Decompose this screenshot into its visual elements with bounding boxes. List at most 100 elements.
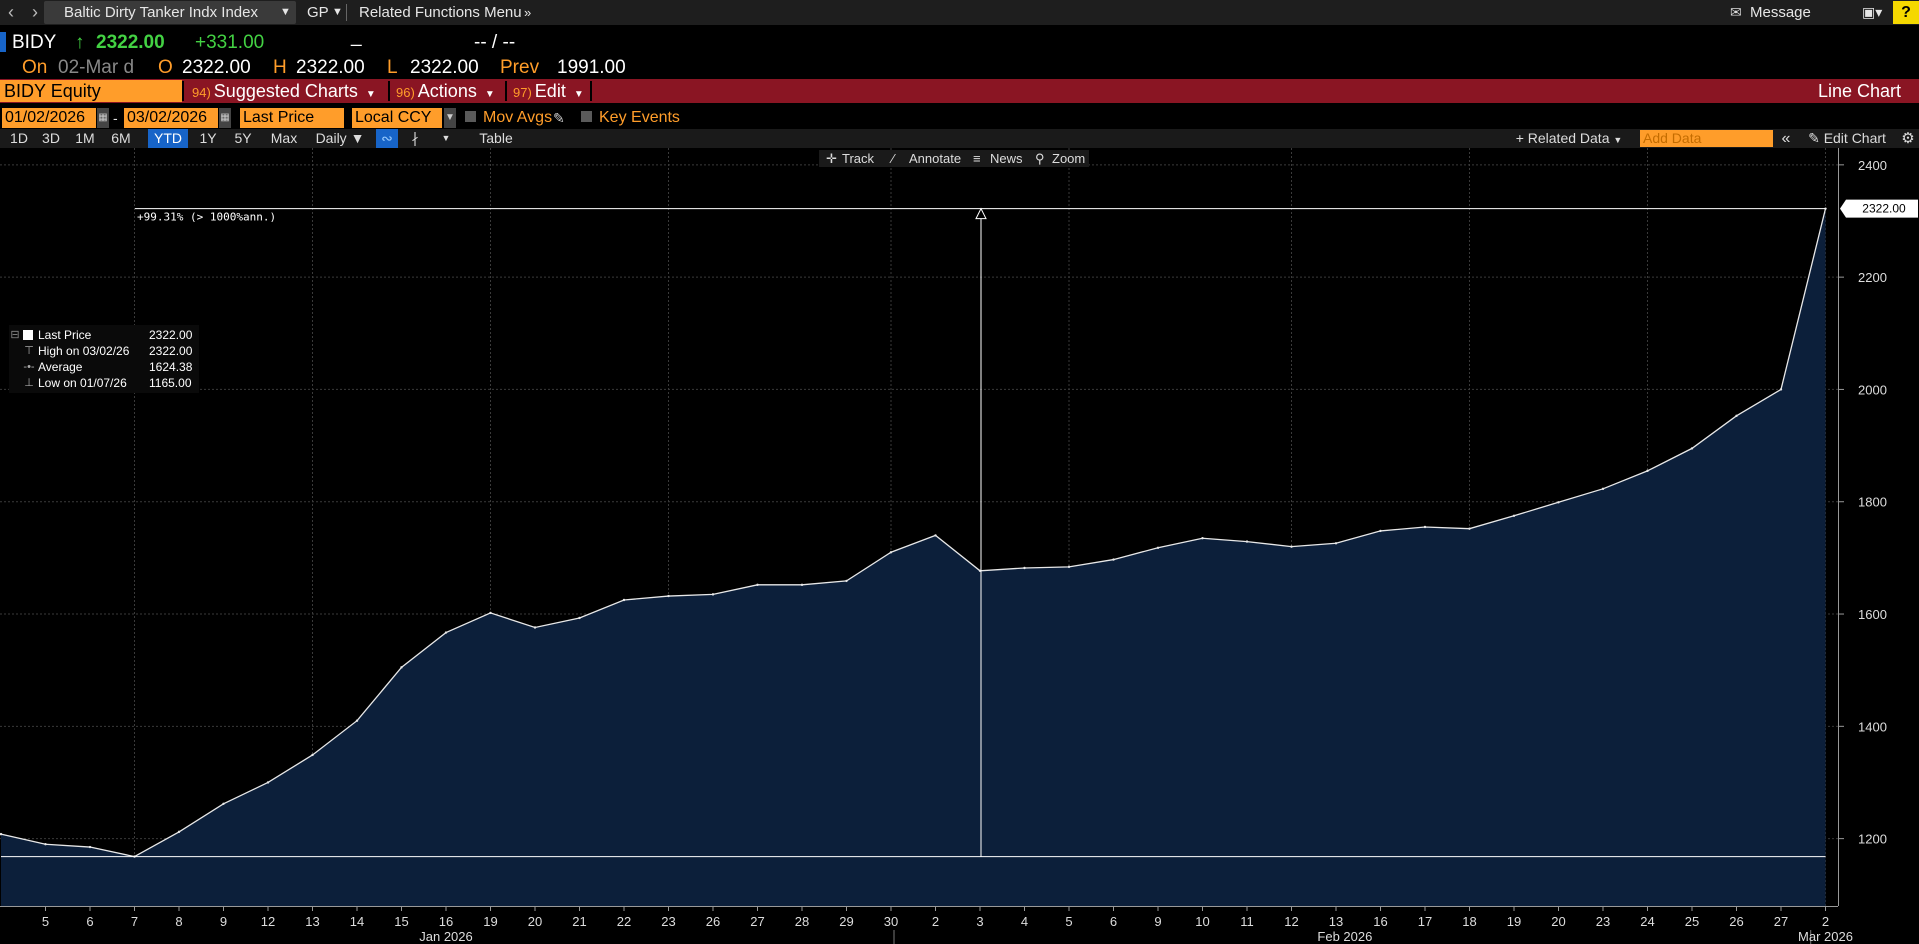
price-point	[1735, 414, 1738, 418]
equity-field[interactable]: BIDY Equity	[0, 80, 182, 102]
low-marker-icon: ⊥	[24, 377, 34, 389]
x-tick-label: 5	[1065, 914, 1072, 929]
double-chevron-down-icon[interactable]: »	[524, 5, 532, 20]
x-tick-label: 3	[976, 914, 983, 929]
x-tick-label: 30	[884, 914, 898, 929]
quote-date: 02-Mar d	[58, 57, 135, 78]
high-label: H	[273, 57, 287, 78]
y-tick-label: 1400	[1858, 719, 1887, 734]
x-tick-label: 12	[261, 914, 275, 929]
security-selector[interactable]: Baltic Dirty Tanker Indx Index ▼	[44, 1, 296, 24]
range-button-max[interactable]: Max	[270, 130, 298, 146]
window-icon[interactable]: ▣▾	[1862, 4, 1883, 20]
price-chart[interactable]: 1200 1400 1600 1800 2000 2200 2400 5 6 7 8 9 12 13 14 1…	[0, 148, 1919, 944]
actions-menu[interactable]: 96) Actions ▼	[396, 79, 495, 103]
price-point	[1601, 487, 1605, 491]
range-button-1y[interactable]: 1Y	[199, 130, 217, 146]
price-point	[667, 594, 670, 598]
range-button-1m[interactable]: 1M	[75, 130, 95, 146]
calendar-icon[interactable]: ▦	[219, 108, 231, 128]
price-point	[222, 802, 225, 806]
x-tick-label: 9	[1154, 914, 1161, 929]
pencil-icon[interactable]: ✎	[553, 110, 565, 126]
legend-value: 1624.38	[149, 360, 193, 374]
mov-avgs-checkbox[interactable]	[465, 111, 476, 122]
price-point	[1690, 447, 1694, 450]
gear-icon[interactable]: ⚙	[1901, 130, 1915, 147]
edit-menu[interactable]: 97) Edit ▼	[513, 79, 584, 103]
legend-row: ⊤ High on 03/02/26 2322.00	[9, 343, 199, 359]
range-button-3d[interactable]: 3D	[42, 130, 60, 146]
chevron-down-icon[interactable]: ▼	[441, 133, 451, 143]
help-button[interactable]: ?	[1893, 1, 1919, 24]
up-arrow-icon: ↑	[75, 32, 85, 53]
end-date-field[interactable]: 03/02/2026	[124, 108, 218, 128]
related-functions-menu[interactable]: Related Functions Menu	[359, 4, 522, 21]
price-point	[1334, 542, 1338, 545]
suggested-charts-number: 94)	[192, 85, 211, 100]
range-button-ytd[interactable]: YTD	[148, 129, 188, 148]
range-button-6m[interactable]: 6M	[111, 130, 131, 146]
price-point	[355, 719, 359, 722]
envelope-icon[interactable]: ✉	[1730, 4, 1742, 20]
price-point	[845, 579, 848, 583]
collapse-icon[interactable]: ⊟	[10, 329, 20, 341]
key-events-label[interactable]: Key Events	[599, 109, 680, 126]
start-date-field[interactable]: 01/02/2026	[2, 108, 96, 128]
table-button[interactable]: Table	[479, 130, 513, 146]
calendar-icon[interactable]: ▦	[97, 108, 109, 128]
price-point	[1290, 545, 1293, 548]
related-data-label: Related Data	[1527, 130, 1610, 146]
chevron-down-icon: ▼	[365, 89, 376, 100]
cursor-mark: _	[351, 26, 362, 47]
x-tick-label: 25	[1685, 914, 1699, 929]
chart-legend: ⊟ Last Price 2322.00 ⊤ High on 03/02/26 …	[9, 325, 199, 393]
mov-avgs-label[interactable]: Mov Avgs	[483, 109, 553, 126]
track-button[interactable]: Track	[842, 151, 875, 166]
price-point	[889, 551, 893, 554]
legend-label: Average	[38, 360, 83, 374]
price-point	[1023, 566, 1026, 570]
x-tick-label: 18	[1462, 914, 1476, 929]
related-data-button[interactable]: + Related Data ▼	[1515, 130, 1623, 146]
security-name: Baltic Dirty Tanker Indx Index	[64, 4, 258, 21]
bar-chart-icon[interactable]: ∤	[411, 130, 419, 146]
currency-selector[interactable]: Local CCY	[352, 108, 442, 128]
crosshair-icon: ✛	[826, 151, 837, 166]
function-selector[interactable]: GP ▼	[300, 1, 350, 24]
x-tick-label: 12	[1284, 914, 1298, 929]
chart-tools	[819, 150, 1089, 167]
range-button-1d[interactable]: 1D	[10, 130, 28, 146]
x-tick-label: 23	[1596, 914, 1610, 929]
legend-label: High on 03/02/26	[38, 344, 130, 358]
key-events-checkbox[interactable]	[581, 111, 592, 122]
news-button[interactable]: News	[990, 151, 1023, 166]
legend-row[interactable]: ⊟ Last Price 2322.00	[9, 327, 199, 343]
chart-type-label: Line Chart	[1818, 81, 1902, 101]
suggested-charts-menu[interactable]: 94) Suggested Charts ▼	[192, 79, 376, 103]
add-data-input[interactable]: Add Data	[1640, 130, 1773, 147]
chevron-down-icon[interactable]: ▼	[444, 108, 456, 128]
message-button[interactable]: Message	[1750, 4, 1811, 21]
x-tick-label: 26	[706, 914, 720, 929]
x-period-label: Mar 2026	[1798, 929, 1853, 944]
line-chart-icon[interactable]: ∾	[376, 129, 398, 148]
price-point	[88, 845, 92, 849]
range-button-5y[interactable]: 5Y	[234, 130, 252, 146]
back-arrow-icon[interactable]: ‹	[8, 2, 14, 22]
edit-chart-button[interactable]: ✎ Edit Chart	[1808, 130, 1886, 146]
x-tick-label: 11	[1240, 914, 1254, 929]
annotate-button[interactable]: Annotate	[909, 151, 962, 166]
zoom-button[interactable]: Zoom	[1052, 151, 1086, 166]
x-tick-label: 2	[1822, 914, 1829, 929]
price-point	[1112, 558, 1115, 561]
field-selector[interactable]: Last Price	[240, 108, 344, 128]
legend-value: 2322.00	[149, 328, 193, 342]
x-tick-label: 16	[439, 914, 453, 929]
period-selector[interactable]: Daily ▼	[315, 130, 365, 146]
price-point	[533, 626, 537, 629]
forward-arrow-icon[interactable]: ›	[32, 2, 38, 22]
price-point	[44, 843, 47, 846]
legend-row: ⊥ Low on 01/07/26 1165.00	[9, 375, 199, 391]
double-chevron-left-icon[interactable]: «	[1781, 130, 1791, 147]
